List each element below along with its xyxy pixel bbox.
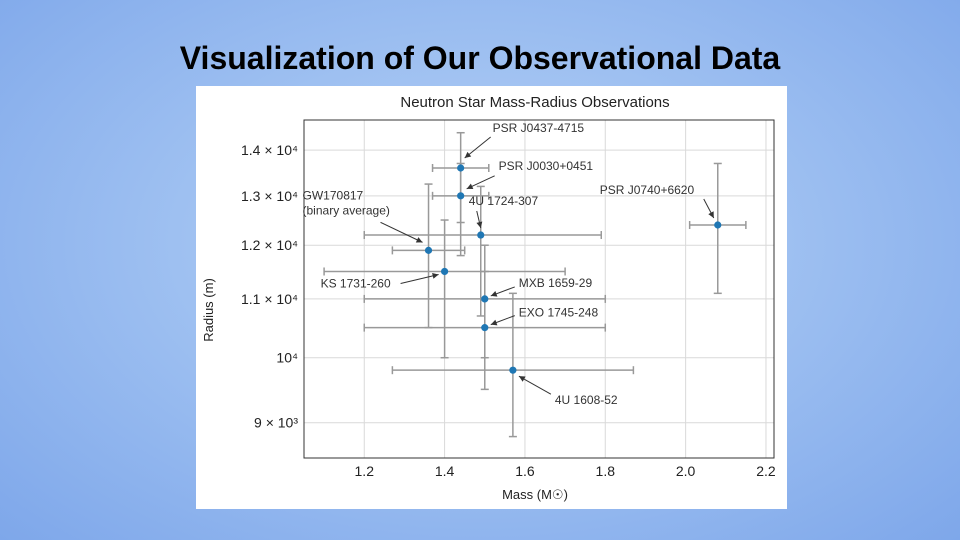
point-label-line: GW170817 (303, 188, 364, 202)
point-label-line: KS 1731-260 (321, 276, 391, 290)
annotation-arrowhead (518, 376, 526, 382)
data-point (477, 231, 485, 239)
point-label: KS 1731-260 (321, 276, 391, 290)
point-label: 4U 1608-52 (555, 393, 618, 407)
point-label: EXO 1745-248 (519, 306, 599, 320)
annotation-arrowhead (476, 221, 483, 229)
annotation-arrow (380, 221, 423, 243)
point-label-line: PSR J0437-4715 (493, 121, 585, 135)
annotation-arrow (518, 375, 552, 395)
point-label-line: 4U 1608-52 (555, 393, 618, 407)
annotation-arrowhead (466, 183, 474, 190)
annotation-arrowhead (415, 237, 423, 243)
point-label: 4U 1724-307 (469, 194, 539, 208)
point-label: PSR J0030+0451 (499, 159, 594, 173)
point-label-line: PSR J0740+6620 (600, 183, 695, 197)
x-tick-label: 2.0 (676, 463, 696, 479)
chart-figure: Neutron Star Mass-Radius Observations Ma… (196, 86, 787, 509)
x-tick-label: 1.8 (596, 463, 616, 479)
annotation-arrow (400, 273, 439, 284)
mass-radius-chart: Neutron Star Mass-Radius Observations Ma… (201, 94, 776, 502)
annotation-arrowhead (490, 319, 498, 326)
x-axis-label: Mass (M☉) (502, 487, 568, 502)
annotation-arrowhead (708, 211, 714, 218)
chart-title: Neutron Star Mass-Radius Observations (400, 94, 669, 111)
x-tick-label: 1.4 (435, 463, 455, 479)
y-tick-label: 1.1 × 10⁴ (241, 291, 298, 307)
y-tick-label: 1.4 × 10⁴ (241, 142, 298, 158)
x-tick-label: 2.2 (756, 463, 776, 479)
tick-labels: 1.2 1.4 1.6 1.8 2.0 2.2 9 × 10³ 10⁴ 1.1 × 10⁴ 1.2… (241, 142, 776, 479)
point-label-line: 4U 1724-307 (469, 194, 539, 208)
data-point (457, 164, 465, 172)
annotation-arrowhead (490, 290, 498, 297)
annotation-arrowhead (464, 151, 472, 158)
data-point (481, 295, 489, 303)
point-label: MXB 1659-29 (519, 276, 593, 290)
x-tick-label: 1.2 (355, 463, 375, 479)
point-label-line: MXB 1659-29 (519, 276, 593, 290)
point-label: GW170817 (binary average) (303, 188, 390, 217)
data-points (424, 164, 722, 374)
data-point (424, 246, 433, 254)
point-annotations: PSR J0437-4715 PSR J0030+0451 GW170817 (bin… (303, 121, 715, 407)
data-point (714, 221, 722, 229)
x-tick-label: 1.6 (515, 463, 535, 479)
slide-title: Visualization of Our Observational Data (179, 40, 781, 76)
data-point (481, 324, 489, 332)
y-tick-label: 1.3 × 10⁴ (241, 188, 298, 204)
y-tick-label: 9 × 10³ (254, 415, 298, 431)
point-label-line: (binary average) (303, 203, 390, 217)
point-label: PSR J0740+6620 (600, 183, 695, 197)
point-label: PSR J0437-4715 (493, 121, 585, 135)
plot-frame (303, 119, 775, 459)
point-label-line: EXO 1745-248 (519, 306, 599, 320)
point-label-line: PSR J0030+0451 (499, 159, 594, 173)
data-point (440, 267, 449, 276)
data-point (457, 192, 465, 200)
data-point (509, 366, 517, 374)
y-tick-label: 10⁴ (276, 350, 298, 366)
y-tick-label: 1.2 × 10⁴ (241, 237, 298, 253)
y-axis-label: Radius (m) (201, 278, 216, 342)
annotation-arrowhead (432, 272, 439, 279)
